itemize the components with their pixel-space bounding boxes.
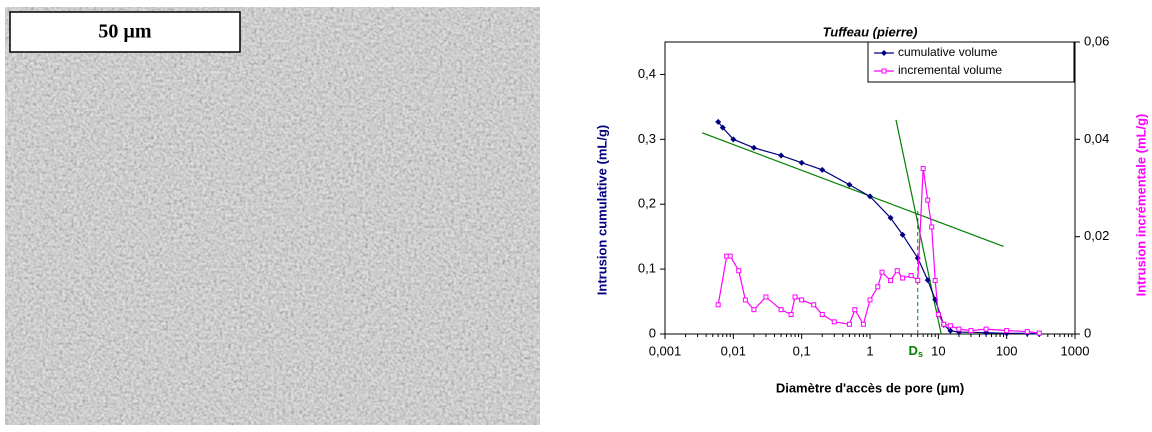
plot-frame (664, 41, 1076, 335)
marker-label-main: D (909, 343, 918, 358)
point (929, 224, 935, 230)
point (778, 152, 785, 159)
scale-box (9, 11, 241, 53)
y2-tick-label: 0,06 (1084, 33, 1109, 48)
point (792, 294, 798, 300)
x-tick-label: 0,01 (721, 343, 746, 358)
point (819, 166, 826, 173)
y-tick-label: 0,2 (638, 196, 656, 211)
point (899, 231, 906, 238)
point (915, 277, 921, 283)
point (925, 197, 931, 203)
legend-box (867, 41, 1075, 83)
point (788, 312, 794, 318)
point (867, 297, 873, 303)
point (730, 136, 737, 143)
tangent-line (701, 132, 1004, 247)
y-axis-label: Intrusion cumulative (mL/g) (594, 125, 609, 295)
point (908, 273, 914, 279)
point (941, 321, 947, 327)
point (719, 124, 726, 131)
point (924, 277, 931, 284)
point (799, 297, 805, 303)
point (920, 166, 926, 172)
y2-tick-label: 0,02 (1084, 228, 1109, 243)
point (715, 302, 721, 308)
sem-image (5, 7, 540, 425)
point (736, 268, 742, 274)
legend-marker (881, 50, 887, 56)
point (983, 326, 989, 332)
point (947, 327, 954, 334)
point (887, 214, 894, 221)
point (900, 275, 906, 281)
micrograph: 50 µm (5, 7, 540, 425)
point (831, 319, 837, 325)
point (888, 277, 894, 283)
point (867, 193, 873, 200)
y2-tick-label: 0,04 (1084, 131, 1109, 146)
x-tick-label: 100 (996, 343, 1018, 358)
y-tick-label: 0,4 (638, 66, 656, 81)
point (811, 302, 817, 308)
point (852, 307, 858, 313)
point (935, 312, 941, 318)
marker-label: Ds (909, 343, 923, 359)
point (956, 326, 962, 332)
point (819, 312, 825, 318)
legend-marker (881, 68, 887, 74)
y-tick-label: 0,1 (638, 261, 656, 276)
y-tick-label: 0 (649, 325, 656, 340)
point (727, 253, 733, 259)
series-line (717, 121, 1040, 335)
legend-label: cumulative volume (898, 45, 998, 59)
scale-label: 50 µm (98, 21, 152, 43)
x-tick-label: 10 (931, 343, 945, 358)
series-line (717, 168, 1040, 334)
point (763, 294, 769, 300)
x-tick-label: 0,001 (649, 343, 682, 358)
y2-tick-label: 0 (1084, 325, 1091, 340)
point (751, 307, 757, 313)
point (879, 269, 885, 275)
x-axis-label: Diamètre d'accès de pore (µm) (776, 380, 964, 395)
point (914, 255, 921, 262)
chart-title: Tuffeau (pierre) (823, 24, 918, 39)
point (798, 159, 805, 166)
point (947, 323, 953, 329)
point (875, 284, 881, 290)
point (1004, 328, 1010, 334)
legend-label: incremental volume (898, 63, 1002, 77)
point (778, 307, 784, 313)
y-tick-label: 0,3 (638, 131, 656, 146)
point (750, 144, 757, 151)
point (742, 297, 748, 303)
point (968, 328, 974, 334)
point (894, 268, 900, 274)
y2-axis-label: Intrusion incrémentale (mL/g) (1133, 114, 1148, 297)
x-tick-label: 0,1 (793, 343, 811, 358)
point (846, 321, 852, 327)
x-tick-label: 1000 (1061, 343, 1090, 358)
tangent-line (895, 119, 942, 335)
point (846, 181, 853, 188)
point (715, 118, 722, 125)
marker-label-sub: s (918, 349, 923, 359)
point (1036, 330, 1042, 336)
point (932, 277, 938, 283)
point (860, 321, 866, 327)
point (1024, 329, 1030, 335)
x-tick-label: 1 (866, 343, 873, 358)
